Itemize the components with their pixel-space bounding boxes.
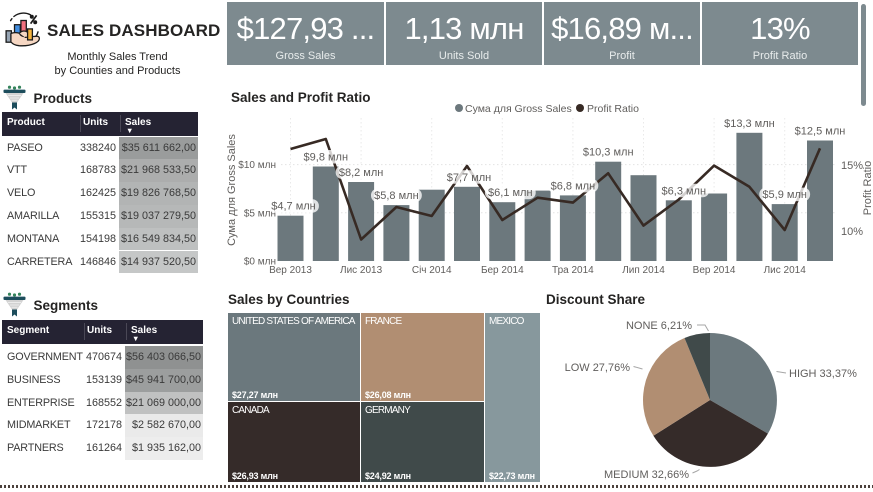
svg-text:$4,7 млн: $4,7 млн xyxy=(271,201,316,213)
svg-text:$0 млн: $0 млн xyxy=(244,257,276,268)
svg-text:10%: 10% xyxy=(841,226,863,238)
svg-text:$5,8 млн: $5,8 млн xyxy=(374,190,419,202)
svg-text:$5 млн: $5 млн xyxy=(244,208,276,219)
svg-text:Profit Ratio: Profit Ratio xyxy=(587,103,639,115)
svg-text:$13,3 млн: $13,3 млн xyxy=(724,118,775,130)
svg-text:Лип 2014: Лип 2014 xyxy=(622,265,665,276)
svg-text:MEDIUM 32,66%: MEDIUM 32,66% xyxy=(604,469,689,481)
svg-text:$5,9 млн: $5,9 млн xyxy=(762,189,807,201)
svg-text:$6,3 млн: $6,3 млн xyxy=(662,185,707,197)
svg-text:Вер 2014: Вер 2014 xyxy=(693,265,736,276)
svg-text:$7,7 млн: $7,7 млн xyxy=(447,172,492,184)
svg-text:$6,8 млн: $6,8 млн xyxy=(551,180,596,192)
svg-text:Лис 2014: Лис 2014 xyxy=(764,265,807,276)
svg-text:$9,8 млн: $9,8 млн xyxy=(304,152,349,164)
svg-text:Січ 2014: Січ 2014 xyxy=(412,265,452,276)
svg-text:HIGH 33,37%: HIGH 33,37% xyxy=(789,368,857,380)
svg-text:Тра 2014: Тра 2014 xyxy=(552,265,594,276)
svg-text:$12,5 млн: $12,5 млн xyxy=(795,126,846,138)
svg-text:Profit Ratio: Profit Ratio xyxy=(862,161,873,215)
svg-text:NONE 6,21%: NONE 6,21% xyxy=(626,320,692,332)
svg-text:$10,3 млн: $10,3 млн xyxy=(583,147,634,159)
svg-text:$10 млн: $10 млн xyxy=(238,160,276,171)
svg-text:Sales and Profit Ratio: Sales and Profit Ratio xyxy=(231,90,371,105)
svg-text:LOW 27,76%: LOW 27,76% xyxy=(565,362,631,374)
svg-text:Вер 2013: Вер 2013 xyxy=(269,265,312,276)
svg-text:Бер 2014: Бер 2014 xyxy=(481,265,524,276)
svg-text:$8,2 млн: $8,2 млн xyxy=(339,167,384,179)
svg-text:$6,1 млн: $6,1 млн xyxy=(488,187,533,199)
svg-text:15%: 15% xyxy=(841,160,863,172)
svg-text:Лис 2013: Лис 2013 xyxy=(340,265,383,276)
svg-text:Сума для Gross Sales: Сума для Gross Sales xyxy=(465,103,572,115)
svg-text:Сума для Gross Sales: Сума для Gross Sales xyxy=(226,134,238,246)
